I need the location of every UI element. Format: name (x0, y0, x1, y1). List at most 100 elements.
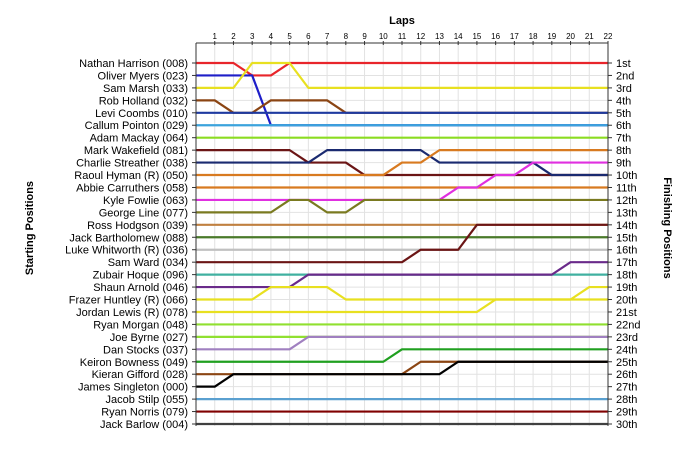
finishing-position-label: 13th (616, 207, 637, 219)
starting-position-label: Oliver Myers (023) (98, 70, 188, 82)
starting-position-label: George Line (077) (99, 207, 188, 219)
lap-tick-label: 13 (435, 32, 444, 41)
lap-tick-label: 12 (416, 32, 425, 41)
starting-position-label: Abbie Carruthers (058) (76, 182, 188, 194)
starting-position-label: Kieran Gifford (028) (92, 369, 188, 381)
starting-position-label: Ross Hodgson (039) (87, 220, 188, 232)
chart-title: Laps (389, 15, 415, 27)
starting-position-label: Jack Barlow (004) (100, 419, 188, 431)
starting-position-label: Callum Pointon (029) (85, 120, 188, 132)
starting-position-label: Dan Stocks (037) (103, 344, 188, 356)
series-line (196, 61, 608, 89)
finishing-position-label: 15th (616, 232, 637, 244)
finishing-position-label: 5th (616, 108, 631, 120)
starting-position-label: Sam Marsh (033) (103, 83, 188, 95)
series-line (196, 198, 608, 214)
starting-position-label: Nathan Harrison (008) (79, 58, 188, 70)
starting-position-label: Levi Coombs (010) (95, 108, 188, 120)
finishing-position-label: 23rd (616, 332, 638, 344)
lap-tick-label: 14 (454, 32, 463, 41)
finishing-position-label: 4th (616, 95, 631, 107)
lap-tick-label: 9 (362, 32, 367, 41)
finishing-position-label: 29th (616, 407, 637, 419)
finishing-position-label: 20th (616, 295, 637, 307)
lap-tick-label: 3 (250, 32, 255, 41)
lap-tick-label: 22 (604, 32, 613, 41)
finishing-position-label: 19th (616, 282, 637, 294)
finishing-position-label: 14th (616, 220, 637, 232)
series-line (196, 149, 608, 177)
grid (195, 43, 609, 426)
series-line (196, 360, 608, 388)
starting-position-label: Zubair Hoque (096) (93, 270, 188, 282)
finishing-position-label: 27th (616, 382, 637, 394)
series-line (196, 261, 608, 289)
finishing-position-label: 16th (616, 245, 637, 257)
lap-tick-label: 6 (306, 32, 311, 41)
lap-tick-label: 8 (344, 32, 349, 41)
labels: Nathan Harrison (008)Oliver Myers (023)S… (65, 32, 640, 431)
finishing-position-label: 24th (616, 344, 637, 356)
finishing-position-label: 30th (616, 419, 637, 431)
starting-position-label: Frazer Huntley (R) (066) (69, 295, 188, 307)
starting-position-label: Jordan Lewis (R) (078) (76, 307, 188, 319)
lap-tick-label: 20 (566, 32, 575, 41)
finishing-position-label: 1st (616, 58, 631, 70)
starting-position-label: Shaun Arnold (046) (93, 282, 188, 294)
starting-position-label: Jacob Stilp (055) (105, 394, 188, 406)
starting-position-label: James Singleton (000) (78, 382, 188, 394)
series-line (196, 223, 608, 264)
lap-tick-label: 21 (585, 32, 594, 41)
starting-position-label: Luke Whitworth (R) (036) (65, 245, 188, 257)
starting-position-label: Ryan Morgan (048) (93, 319, 188, 331)
finishing-position-label: 12th (616, 195, 637, 207)
lap-tick-label: 19 (547, 32, 556, 41)
finishing-position-label: 21st (616, 307, 637, 319)
axes (192, 41, 612, 426)
finishing-position-label: 11th (616, 182, 637, 194)
starting-position-label: Charlie Streather (038) (76, 158, 188, 170)
lap-tick-label: 17 (510, 32, 519, 41)
lap-tick-label: 10 (379, 32, 388, 41)
finishing-position-label: 25th (616, 357, 637, 369)
lap-tick-label: 11 (398, 32, 407, 41)
starting-position-label: Raoul Hyman (R) (050) (74, 170, 188, 182)
finishing-position-label: 7th (616, 133, 631, 145)
finishing-position-label: 8th (616, 145, 631, 157)
finishing-position-label: 17th (616, 257, 637, 269)
starting-position-label: Sam Ward (034) (108, 257, 188, 269)
series-line (196, 61, 608, 77)
y-axis-label-right: Finishing Positions (661, 177, 673, 278)
finishing-position-label: 10th (616, 170, 637, 182)
series-line (196, 348, 608, 363)
finishing-position-label: 9th (616, 158, 631, 170)
starting-position-label: Rob Holland (032) (99, 95, 188, 107)
finishing-position-label: 22nd (616, 319, 640, 331)
lap-tick-label: 4 (269, 32, 274, 41)
lap-tick-label: 5 (287, 32, 292, 41)
starting-position-label: Ryan Norris (079) (101, 407, 188, 419)
finishing-position-label: 18th (616, 270, 637, 282)
starting-position-label: Keiron Bowness (049) (80, 357, 188, 369)
lap-tick-label: 2 (231, 32, 236, 41)
lap-tick-label: 16 (491, 32, 500, 41)
series-line (196, 149, 608, 177)
series-lines (196, 61, 608, 426)
finishing-position-label: 28th (616, 394, 637, 406)
starting-position-label: Adam Mackay (064) (90, 133, 188, 145)
finishing-position-label: 26th (616, 369, 637, 381)
starting-position-label: Joe Byrne (027) (110, 332, 188, 344)
finishing-position-label: 3rd (616, 83, 632, 95)
y-axis-label-left: Starting Positions (24, 181, 36, 275)
starting-position-label: Mark Wakefield (081) (84, 145, 188, 157)
lap-tick-label: 18 (529, 32, 538, 41)
finishing-position-label: 2nd (616, 70, 634, 82)
lap-tick-label: 1 (213, 32, 218, 41)
starting-position-label: Jack Bartholomew (088) (69, 232, 188, 244)
series-line (196, 335, 608, 351)
lap-tick-label: 15 (472, 32, 481, 41)
finishing-position-label: 6th (616, 120, 631, 132)
series-line (196, 149, 608, 177)
series-line (196, 285, 608, 314)
